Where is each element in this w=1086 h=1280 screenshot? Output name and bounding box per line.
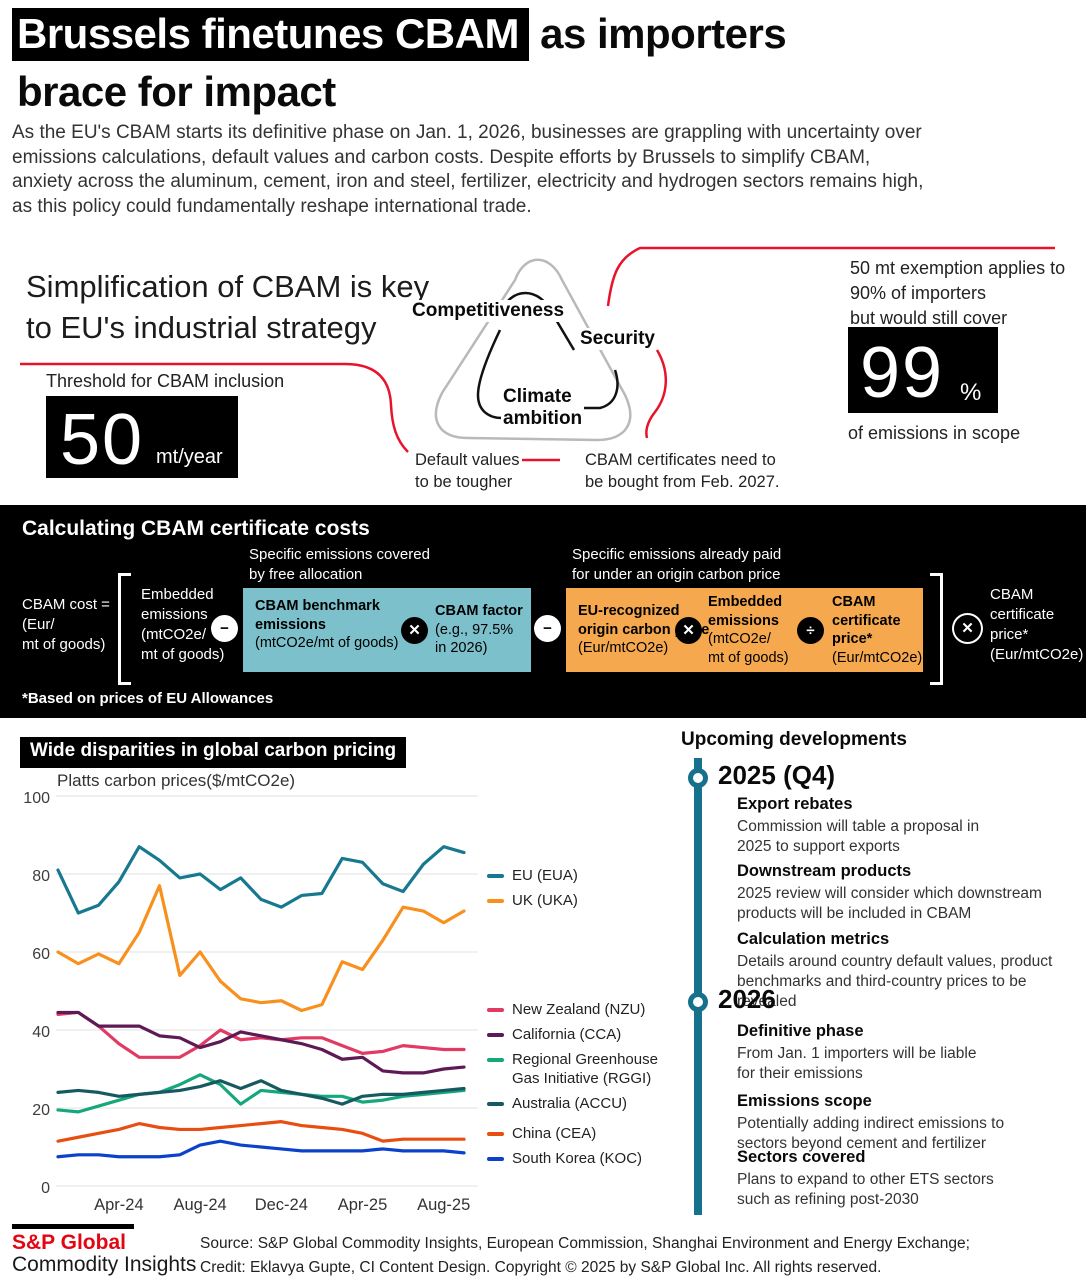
svg-text:100: 100 <box>23 790 50 807</box>
threshold-value: 50 <box>60 400 145 480</box>
free-allocation-label: Specific emissions covered by free alloc… <box>249 546 430 583</box>
exemption-intro: 50 mt exemption applies to 90% of import… <box>850 258 1066 328</box>
exemption-caption: of emissions in scope <box>848 423 1021 443</box>
legend-swatch <box>487 1157 504 1161</box>
chart-subtitle: Platts carbon prices($/mtCO2e) <box>57 771 296 790</box>
certificate-price-term: CBAM certificate price* (Eur/mtCO2e) <box>832 594 923 666</box>
page-title-line1: Brussels finetunes CBAM as importers <box>12 8 787 61</box>
multiply-icon: ✕ <box>401 617 428 644</box>
legend-item: Regional Greenhouse Gas Initiative (RGGI… <box>487 1050 672 1088</box>
formula-section: Calculating CBAM certificate costs Speci… <box>0 505 1086 718</box>
divide-icon: ÷ <box>797 617 824 644</box>
triangle-inner-right-arc <box>582 369 619 410</box>
exemption-value: 99 <box>860 333 945 413</box>
cbam-factor-term: CBAM factor (e.g., 97.5% in 2026) <box>435 603 523 656</box>
origin-price-box: EU-recognized origin carbon price (Eur/m… <box>566 588 923 672</box>
free-allocation-box: CBAM benchmark emissions (mtCO2e/mt of g… <box>243 588 531 672</box>
formula-rhs: CBAM certificate price* (Eur/mtCO2e) <box>990 586 1084 663</box>
legend-item: UK (UKA) <box>487 891 578 910</box>
svg-text:80: 80 <box>32 868 50 885</box>
timeline-item: Downstream products 2025 review will con… <box>737 862 1042 922</box>
embedded-emissions-term: Embedded emissions (mtCO2e/ mt of goods) <box>141 586 225 663</box>
chart-legend-top: EU (EUA) UK (UKA) <box>487 866 578 916</box>
legend-swatch <box>487 874 504 878</box>
svg-text:20: 20 <box>32 1102 50 1119</box>
triangle-inner-left-arc <box>476 329 503 420</box>
legend-swatch <box>487 899 504 903</box>
timeline-item: Sectors covered Plans to expand to other… <box>737 1148 994 1208</box>
timeline-item: Calculation metrics Details around count… <box>737 930 1053 1010</box>
origin-price-label: Specific emissions already paid for unde… <box>572 546 782 583</box>
bracket-open <box>118 573 131 685</box>
threshold-stat-box: 50 mt/year <box>46 396 238 478</box>
threshold-unit: mt/year <box>156 446 223 468</box>
svg-text:Apr-24: Apr-24 <box>94 1196 144 1214</box>
timeline-item: Definitive phase From Jan. 1 importers w… <box>737 1022 977 1082</box>
legend-swatch <box>487 1102 504 1106</box>
strategy-heading: Simplification of CBAM is key to EU's in… <box>26 269 430 345</box>
legend-item: EU (EUA) <box>487 866 578 885</box>
legend-item: New Zealand (NZU) <box>487 1000 672 1019</box>
exemption-stat-box: 99 % <box>848 327 998 413</box>
timeline-bar <box>694 758 702 1215</box>
sp-logo-bar <box>12 1224 134 1229</box>
triangle-outline <box>434 258 632 442</box>
note-default-values: Default values to be tougher <box>415 451 520 491</box>
svg-text:Aug-25: Aug-25 <box>417 1196 470 1214</box>
triangle-label-competitiveness: Competitiveness <box>410 300 567 322</box>
timeline-item: Emissions scope Potentially adding indir… <box>737 1092 1005 1152</box>
timeline-year-2026: 2026 <box>718 984 776 1014</box>
legend-item: South Korea (KOC) <box>487 1149 642 1168</box>
source-credit: Source: S&P Global Commodity Insights, E… <box>200 1235 970 1276</box>
carbon-price-chart: 100 80 60 40 20 0 Apr-24 Aug-24 Dec-24 Apr-25 Aug-… <box>23 790 478 1214</box>
chart-legend-bottom: China (CEA) South Korea (KOC) <box>487 1124 642 1174</box>
sp-global-logo: S&P Global <box>12 1231 126 1254</box>
note-cbam-certificates: CBAM certificates need to be bought from… <box>585 451 780 491</box>
exemption-unit: % <box>960 379 982 406</box>
legend-item: China (CEA) <box>487 1124 642 1143</box>
benchmark-emissions-term: CBAM benchmark emissions (mtCO2e/mt of g… <box>255 598 399 651</box>
svg-text:40: 40 <box>32 1024 50 1041</box>
legend-item: Australia (ACCU) <box>487 1094 672 1113</box>
minus-icon: − <box>211 615 238 642</box>
page-title: Brussels finetunes CBAM as importers bra… <box>12 8 787 118</box>
sp-commodity-insights-label: Commodity Insights <box>12 1253 197 1276</box>
intro-paragraph: As the EU's CBAM starts its definitive p… <box>12 122 924 217</box>
svg-text:Aug-24: Aug-24 <box>173 1196 226 1214</box>
timeline-node-2025 <box>688 768 708 788</box>
page-title-line2: brace for impact <box>17 68 336 115</box>
bracket-close <box>930 573 943 685</box>
svg-text:0: 0 <box>41 1180 50 1197</box>
page-title-rest: as importers <box>528 10 787 57</box>
triangle-label-security: Security <box>578 328 657 350</box>
formula-lhs: CBAM cost = (Eur/ mt of goods) <box>22 596 110 653</box>
multiply-icon: ✕ <box>675 617 702 644</box>
minus-icon: − <box>534 615 561 642</box>
svg-text:60: 60 <box>32 946 50 963</box>
page-title-highlight: Brussels finetunes CBAM <box>12 8 529 61</box>
legend-swatch <box>487 1058 504 1062</box>
red-connector-left <box>20 362 409 453</box>
timeline-heading: Upcoming developments <box>681 729 907 750</box>
chart-title: Wide disparities in global carbon pricin… <box>20 737 407 768</box>
svg-text:Apr-25: Apr-25 <box>338 1196 388 1214</box>
formula-footnote: *Based on prices of EU Allowances <box>22 690 274 707</box>
threshold-label: Threshold for CBAM inclusion <box>46 371 285 391</box>
red-connector-right <box>645 349 668 439</box>
legend-swatch <box>487 1008 504 1012</box>
legend-item: California (CCA) <box>487 1025 672 1044</box>
timeline-node-2026 <box>688 992 708 1012</box>
red-connector-top-right <box>606 246 1055 307</box>
chart-legend-middle: New Zealand (NZU) California (CCA) Regio… <box>487 1000 672 1119</box>
formula-title: Calculating CBAM certificate costs <box>22 517 370 540</box>
legend-swatch <box>487 1033 504 1037</box>
multiply-icon: ✕ <box>954 615 981 642</box>
embedded-emissions-term2: Embedded emissions (mtCO2e/ mt of goods) <box>708 594 789 666</box>
timeline-year-2025: 2025 (Q4) <box>718 760 836 790</box>
triangle-label-climate: Climate ambition <box>501 386 585 430</box>
timeline-item: Export rebates Commission will table a p… <box>737 795 980 855</box>
svg-text:Dec-24: Dec-24 <box>255 1196 308 1214</box>
legend-swatch <box>487 1132 504 1136</box>
